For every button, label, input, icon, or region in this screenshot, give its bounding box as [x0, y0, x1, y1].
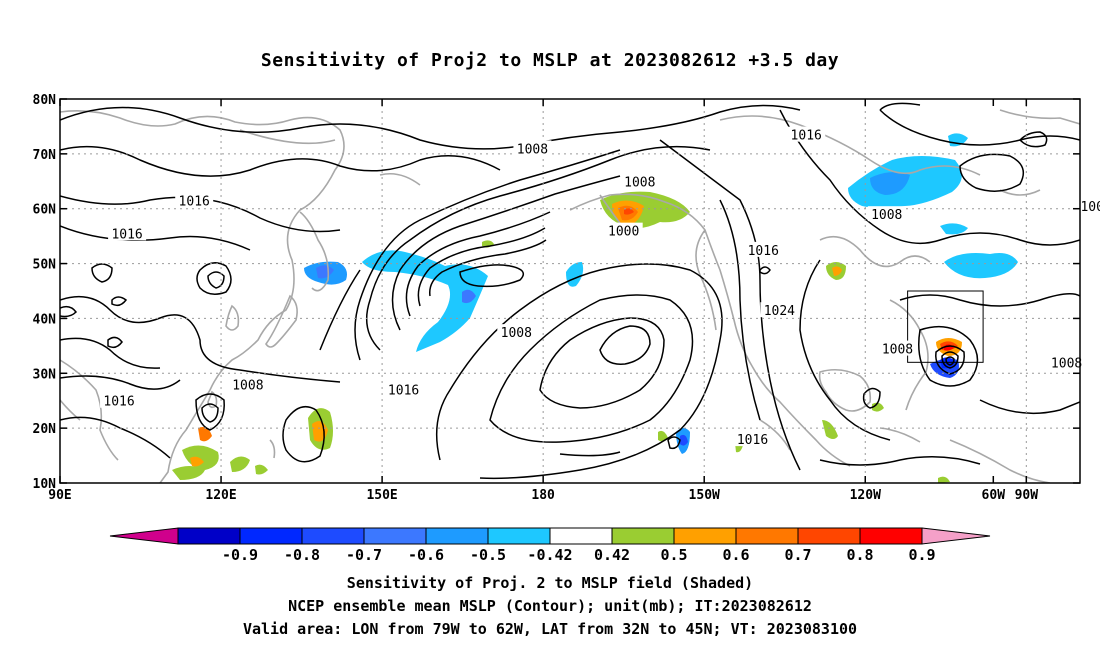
- colorbar-label: 0.42: [594, 546, 630, 564]
- lat-tick-label: 50N: [33, 258, 57, 273]
- footer-line-1: Sensitivity of Proj. 2 to MSLP field (Sh…: [346, 574, 754, 592]
- contour-label: 1016: [791, 129, 822, 144]
- contour-label-bg: [787, 126, 826, 142]
- contour-label: 1024: [764, 304, 795, 319]
- colorbar: -0.9 -0.8 -0.7 -0.6 -0.5 -0.42 0.42 0.5 0.6 0.7 0.…: [109, 527, 991, 564]
- contour-label: 1016: [111, 227, 142, 242]
- colorbar-segment: [735, 527, 799, 545]
- colorbar-segment: [611, 527, 675, 545]
- contour-label-bg: [1047, 354, 1086, 370]
- contour-label: 1016: [103, 395, 134, 410]
- contour-label: 1016: [748, 244, 779, 259]
- colorbar-segment: [549, 527, 613, 545]
- colorbar-segment: [301, 527, 365, 545]
- contour-label-bg: [384, 381, 423, 397]
- colorbar-label: -0.8: [284, 546, 320, 564]
- contour-label: 1000: [608, 225, 639, 240]
- map-figure: 1016100010081008101610081008101610001016…: [33, 93, 1100, 564]
- contour-label: 1008: [882, 343, 913, 358]
- colorbar-segment: [859, 527, 923, 545]
- contour-label: 1016: [179, 194, 210, 209]
- contour-label-bg: [513, 140, 552, 156]
- colorbar-label: -0.9: [222, 546, 258, 564]
- lon-tick-label: 90W: [1015, 488, 1039, 503]
- contour-label-bg: [733, 431, 772, 447]
- contour-label: 1016: [737, 433, 768, 448]
- colorbar-segment: [797, 527, 861, 545]
- colorbar-label: -0.7: [346, 546, 382, 564]
- contour-label-bg: [620, 173, 659, 189]
- shade-orange-areas: [190, 200, 962, 467]
- contour-label-bg: [744, 241, 783, 257]
- mslp-contours: [60, 102, 1080, 480]
- contour-label: 1008: [1051, 356, 1082, 371]
- colorbar-label: 0.8: [846, 546, 873, 564]
- contour-label-bg: [100, 392, 139, 408]
- shade-blue-areas: [316, 265, 956, 446]
- shade-cyan-areas: [304, 133, 1018, 454]
- contour-label: 1016: [388, 384, 419, 399]
- contour-label-bg: [760, 302, 799, 318]
- colorbar-high-end: [921, 527, 991, 545]
- lat-tick-label: 40N: [33, 312, 57, 327]
- lon-tick-label: 150W: [689, 488, 720, 503]
- map-frame: [59, 98, 1081, 484]
- colorbar-label: 0.9: [908, 546, 935, 564]
- contour-label: 1008: [624, 175, 655, 190]
- contour-label-bg: [497, 324, 536, 340]
- contour-label-bg: [175, 192, 214, 208]
- valid-area-box: [907, 290, 984, 363]
- lat-tick-label: 30N: [33, 367, 57, 382]
- colorbar-label: -0.42: [527, 546, 572, 564]
- shade-red-areas: [624, 208, 954, 351]
- contour-label-bg: [604, 222, 643, 238]
- contour-label: 1008: [1080, 200, 1100, 215]
- colorbar-low-end: [109, 527, 179, 545]
- contour-label: 1008: [501, 326, 532, 341]
- contour-label-bg: [867, 206, 906, 222]
- lon-tick-label: 120E: [205, 488, 236, 503]
- footer-line-3: Valid area: LON from 79W to 62W, LAT fro…: [242, 620, 858, 638]
- lat-tick-label: 20N: [33, 422, 57, 437]
- contour-label: 1008: [871, 208, 902, 223]
- footer-line-2: NCEP ensemble mean MSLP (Contour); unit(…: [288, 597, 812, 615]
- contour-label: 1008: [517, 142, 548, 157]
- contour-label-bg: [108, 225, 147, 241]
- colorbar-segment: [239, 527, 303, 545]
- lon-tick-label: 180: [531, 488, 555, 503]
- colorbar-segment: [673, 527, 737, 545]
- colorbar-label: -0.6: [408, 546, 444, 564]
- contour-label: 1008: [232, 378, 263, 393]
- lon-tick-label: 90E: [48, 488, 71, 503]
- contour-label-bg: [878, 340, 917, 356]
- colorbar-segment: [487, 527, 551, 545]
- colorbar-segment: [177, 527, 241, 545]
- lat-tick-label: 70N: [33, 148, 57, 163]
- contour-label-bg: [1077, 197, 1100, 213]
- colorbar-label: 0.6: [722, 546, 749, 564]
- lat-tick-label: 10N: [33, 477, 57, 492]
- contour-labels: 1016100010081008101610081008101610001016…: [100, 126, 1100, 448]
- lon-tick-label: 60W: [982, 488, 1006, 503]
- graticule: [60, 99, 1080, 483]
- colorbar-label: -0.5: [470, 546, 506, 564]
- colorbar-label: 0.7: [784, 546, 811, 564]
- map-title: Sensitivity of Proj2 to MSLP at 20230826…: [260, 50, 840, 71]
- shade-green-areas: [172, 191, 950, 483]
- lat-tick-label: 80N: [33, 93, 57, 108]
- lon-tick-label: 150E: [366, 488, 397, 503]
- contour-label-bg: [228, 376, 267, 392]
- lon-tick-label: 120W: [850, 488, 881, 503]
- colorbar-segment: [363, 527, 427, 545]
- colorbar-segment: [425, 527, 489, 545]
- colorbar-label: 0.5: [660, 546, 687, 564]
- lat-tick-label: 60N: [33, 203, 57, 218]
